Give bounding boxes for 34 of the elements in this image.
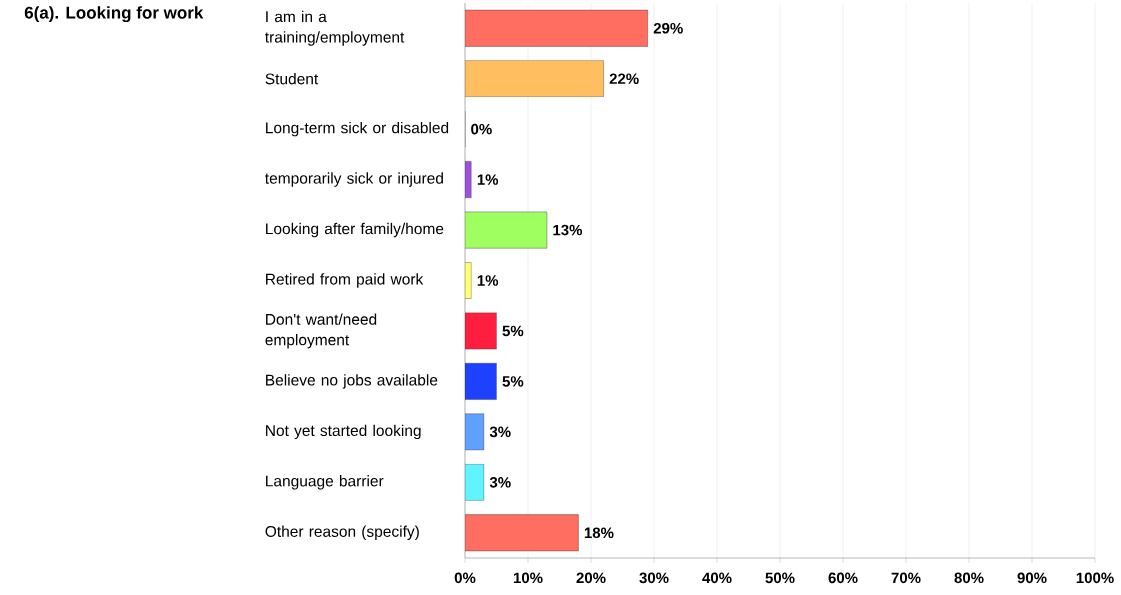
data-label: 5% — [502, 376, 524, 387]
data-label: 5% — [502, 325, 524, 337]
y-tick-label: Retired from paid work — [266, 273, 424, 288]
data-label: 22% — [609, 73, 639, 84]
x-tick-label: 70% — [891, 572, 921, 584]
y-tick-label: temporarily sick or injured — [265, 172, 443, 187]
data-label: 18% — [584, 527, 614, 539]
y-tick-label: Student — [265, 73, 319, 85]
data-label: 3% — [489, 426, 511, 438]
x-tick-label: 90% — [1017, 572, 1047, 584]
data-label: 13% — [553, 224, 583, 236]
x-tick-label: 60% — [828, 572, 858, 584]
x-tick-label: 100% — [1076, 572, 1114, 584]
y-tick-label: Believe no jobs available — [266, 374, 438, 389]
data-label: 0% — [471, 123, 492, 135]
x-tick-label: 20% — [576, 572, 606, 584]
x-tick-label: 40% — [702, 572, 732, 584]
y-tick-label: Language barrier — [266, 475, 384, 490]
x-tick-label: 10% — [513, 572, 543, 584]
text: 6(a). Looking for work — [24, 6, 204, 23]
x-tick-label: 80% — [954, 572, 984, 584]
x-tick-label: 0% — [454, 572, 476, 584]
data-label: 1% — [477, 275, 499, 286]
y-tick-label: Don't want/need employment — [265, 313, 377, 349]
data-label: 3% — [489, 477, 511, 488]
y-tick-label: Not yet started looking — [266, 424, 421, 440]
x-tick-label: 30% — [639, 572, 669, 584]
y-tick-label: Long-term sick or disabled — [266, 121, 449, 137]
y-tick-label: Other reason (specify) — [265, 525, 419, 540]
x-tick-label: 50% — [765, 572, 795, 584]
data-label: 1% — [477, 174, 499, 185]
y-tick-label: I am in a training/employment — [265, 10, 405, 46]
data-label: 29% — [653, 22, 683, 34]
y-tick-label: Looking after family/home — [266, 222, 444, 238]
